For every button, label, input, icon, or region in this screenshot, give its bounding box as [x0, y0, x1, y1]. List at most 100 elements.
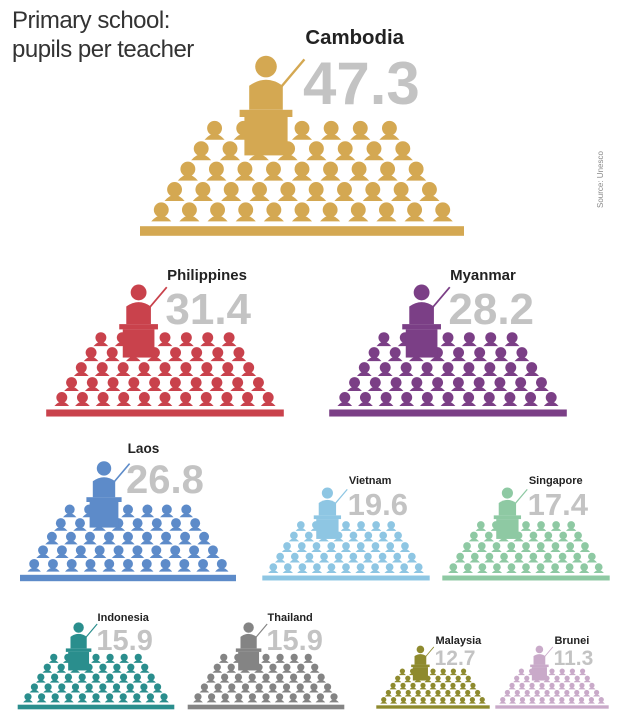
pupil-icon	[316, 693, 325, 701]
pupil-shoulders	[528, 687, 536, 690]
pupil-icon	[342, 521, 350, 529]
pupil-shoulders	[104, 699, 115, 703]
pupil-shoulders	[260, 401, 276, 406]
pupil-icon	[440, 668, 446, 674]
pupil-shoulders	[221, 341, 237, 347]
pupil-shoulders	[91, 679, 101, 683]
pupil-shoulders	[206, 554, 220, 558]
pupil-shoulders	[197, 540, 211, 545]
pupil-icon	[408, 161, 424, 177]
pupil-icon	[161, 531, 172, 542]
pupil-icon	[463, 332, 475, 344]
pupil-icon	[569, 696, 575, 703]
value-label-singapore: 17.4	[528, 487, 589, 522]
pupil-icon	[289, 673, 298, 681]
pupil-icon	[313, 563, 321, 571]
pupil-shoulders	[392, 538, 404, 542]
pupil-icon	[181, 504, 192, 515]
pupil-icon	[505, 362, 517, 374]
pupil-shoulders	[593, 694, 601, 697]
pupil-icon	[106, 347, 118, 359]
pupil-shoulders	[73, 526, 87, 531]
pupil-shoulders	[468, 701, 476, 704]
floor-bar	[140, 226, 464, 236]
pupil-shoulders	[340, 527, 352, 531]
pupil-shoulders	[220, 699, 231, 703]
pupil-icon	[544, 552, 552, 561]
pupil-shoulders	[538, 701, 546, 704]
podium	[316, 519, 339, 539]
pupil-icon	[298, 563, 307, 571]
pupil-shoulders	[118, 699, 129, 703]
pupil-shoulders	[340, 548, 352, 552]
pupil-icon	[289, 693, 297, 701]
teacher-body	[318, 499, 337, 516]
pupil-shoulders	[311, 548, 322, 552]
pupil-icon	[504, 392, 516, 403]
pupil-icon	[44, 683, 52, 691]
pupil-icon	[407, 202, 423, 218]
pupil-shoulders	[326, 548, 337, 552]
pupil-shoulders	[404, 215, 425, 222]
pupil-shoulders	[91, 660, 101, 663]
pupil-icon	[484, 531, 493, 540]
podium	[531, 667, 547, 681]
pupil-icon	[220, 653, 228, 661]
pupil-icon	[127, 663, 135, 671]
podium	[244, 117, 288, 156]
pupil-icon	[119, 673, 128, 681]
pupil-shoulders	[440, 371, 456, 377]
pupil-shoulders	[139, 669, 150, 673]
podium-top	[119, 324, 158, 330]
pupil-shoulders	[408, 356, 424, 362]
pupil-icon	[221, 392, 233, 403]
pupil-shoulders	[384, 694, 392, 697]
pupil-shoulders	[434, 680, 442, 683]
pupil-icon	[213, 663, 221, 671]
pupil-icon	[303, 673, 311, 681]
pupil-icon	[253, 377, 264, 388]
pupil-icon	[400, 682, 406, 688]
pupil-icon	[463, 542, 471, 550]
pupil-icon	[78, 673, 86, 681]
pupil-shoulders	[578, 687, 586, 690]
podium-top	[313, 515, 342, 520]
pupil-icon	[390, 682, 396, 688]
pupil-shoulders	[520, 569, 532, 574]
pupil-shoulders	[524, 371, 540, 377]
pupil-shoulders	[247, 679, 258, 683]
podium	[412, 667, 428, 681]
pupil-icon	[134, 653, 142, 661]
pupil-icon	[75, 362, 87, 374]
pupil-icon	[492, 542, 501, 550]
pupil-shoulders	[288, 538, 300, 542]
pupil-shoulders	[321, 133, 342, 140]
pupil-shoulders	[247, 699, 258, 703]
teacher-head	[535, 645, 544, 654]
pupil-shoulders	[363, 154, 385, 161]
pupil-shoulders	[513, 680, 521, 683]
pupil-icon	[442, 392, 454, 403]
pupil-shoulders	[92, 526, 106, 531]
pupil-shoulders	[189, 356, 205, 362]
country-label-singapore: Singapore	[529, 475, 583, 487]
pupil-shoulders	[535, 569, 546, 574]
pupil-shoulders	[63, 679, 74, 683]
pupil-icon	[477, 542, 486, 550]
pupil-shoulders	[221, 195, 242, 201]
pupil-shoulders	[399, 701, 407, 704]
pupil-shoulders	[498, 538, 509, 542]
pupil-shoulders	[311, 569, 323, 574]
pupil-shoulders	[105, 660, 115, 663]
pupil-shoulders	[235, 215, 256, 222]
pupil-icon	[479, 696, 485, 703]
pupil-icon	[359, 392, 371, 403]
pupil-icon	[228, 683, 236, 691]
pupil-icon	[430, 696, 436, 703]
pupil-icon	[92, 673, 100, 681]
pupil-shoulders	[125, 689, 136, 693]
